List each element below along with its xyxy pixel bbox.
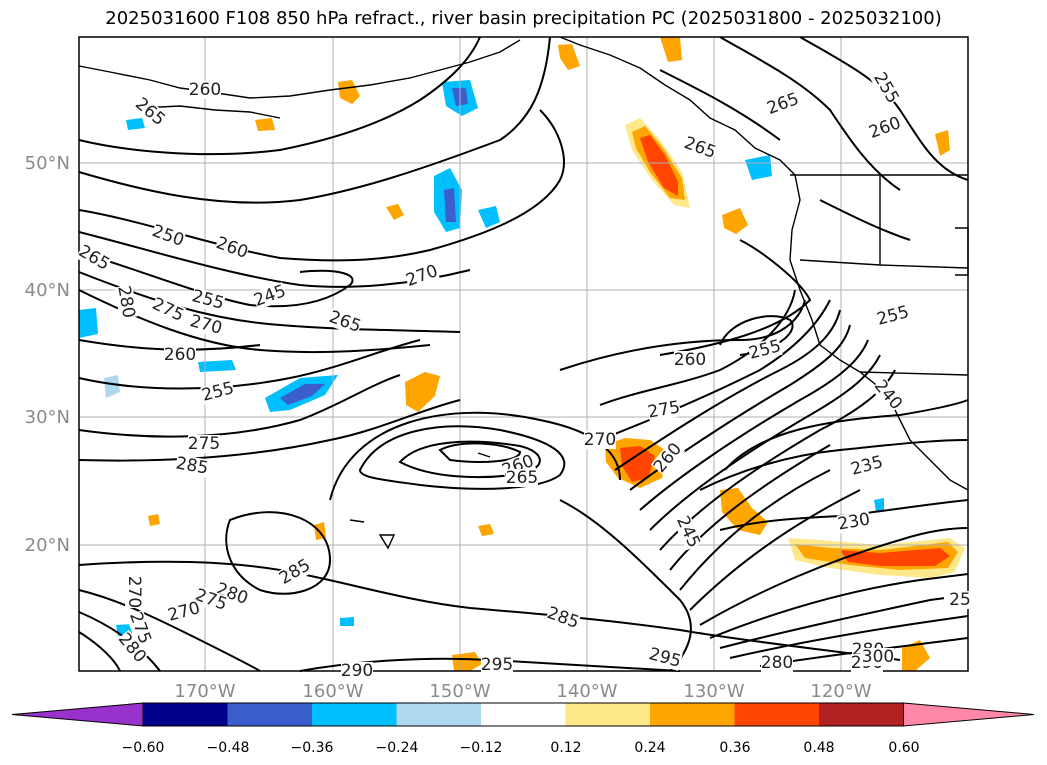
contour-label-background: [870, 376, 906, 414]
contour-label-background: [764, 90, 802, 118]
contour-label-background: [75, 242, 113, 274]
colorbar-segment: [143, 703, 228, 726]
colorbar-tick-label: 0.36: [719, 740, 750, 756]
contour-label: 265: [506, 468, 538, 488]
contour-label: 295: [481, 655, 513, 675]
contour-label-background: [761, 654, 793, 672]
lon-label: 130°W: [683, 681, 744, 702]
contour-label-background: [192, 586, 230, 614]
contour-label-background: [131, 94, 169, 130]
colorbar-tick-label: −0.36: [291, 740, 334, 756]
contour-label: 270: [584, 430, 616, 450]
colorbar-extend-low: [11, 702, 144, 727]
colorbar-segment: [312, 703, 397, 726]
colorbar-segment: [734, 703, 819, 726]
colorbar-extend-high: [903, 702, 1035, 727]
contour-label-background: [126, 609, 154, 647]
contour-label-background: [646, 398, 682, 422]
contour-label-background: [674, 351, 706, 369]
contour-label-background: [200, 379, 236, 405]
colorbar-segment: [819, 703, 904, 726]
contour-label-background: [866, 114, 904, 142]
contour-label: 275: [188, 434, 220, 454]
contour-label-background: [188, 312, 224, 338]
lon-label: 140°W: [556, 681, 617, 702]
map-frame: [78, 36, 969, 672]
contour-label: 25: [949, 590, 971, 610]
contour-label-background: [747, 337, 783, 363]
contour-label-background: [403, 262, 441, 290]
map-background: [79, 37, 968, 671]
contour-label-background: [673, 513, 703, 551]
contour-label-background: [188, 435, 220, 453]
colorbar-tick-label: 0.48: [803, 740, 834, 756]
lat-label: 30°N: [25, 407, 70, 428]
contour-label-background: [213, 234, 251, 262]
colorbar-segment: [396, 703, 481, 726]
colorbar-segment: [650, 703, 735, 726]
contour-label-background: [251, 282, 289, 310]
contour-label-background: [190, 287, 226, 313]
colorbar-tick-label: −0.60: [122, 740, 165, 756]
lat-label: 50°N: [25, 153, 70, 174]
contour-label-background: [174, 454, 210, 478]
colorbar-tick-label: −0.48: [207, 740, 250, 756]
contour-label-background: [862, 648, 894, 666]
colorbar-tick-label: 0.60: [888, 740, 919, 756]
colorbar-ticks: −0.60 −0.48 −0.36 −0.24 −0.12 0.12 0.24 …: [122, 740, 920, 756]
contour-label-background: [584, 431, 616, 449]
latitude-labels: 50°N 40°N 30°N 20°N: [25, 153, 70, 556]
colorbar-segment: [565, 703, 650, 726]
contour-label-background: [506, 469, 538, 487]
contour-label-background: [164, 346, 196, 364]
contour-label-background: [326, 308, 364, 336]
lon-label: 150°W: [429, 681, 490, 702]
colorbar-segment: [227, 703, 312, 726]
colorbar-tick-label: 0.12: [550, 740, 581, 756]
longitude-labels: 170°W 160°W 150°W 140°W 130°W 120°W: [174, 681, 871, 702]
contour-label-background: [114, 629, 150, 667]
contour-label: 260: [189, 80, 221, 100]
contour-label-background: [213, 580, 251, 608]
contour-label: 270: [124, 576, 144, 608]
lon-label: 160°W: [302, 681, 363, 702]
colorbar-tick-label: −0.24: [376, 740, 419, 756]
contour-label-background: [481, 656, 513, 674]
contour-label-background: [276, 556, 314, 588]
contour-label-background: [149, 295, 187, 325]
colorbar-segment: [481, 703, 566, 726]
colorbar-frame: [142, 702, 904, 727]
contour-label-background: [149, 222, 187, 250]
contour-label-background: [544, 604, 582, 632]
contour-label-background: [647, 645, 683, 671]
colorbar-tick-label: −0.12: [460, 740, 503, 756]
contour-label-background: [849, 453, 885, 479]
colorbar-tick-label: 0.24: [634, 740, 665, 756]
contour-label-background: [650, 439, 686, 477]
contour-label-background: [125, 576, 143, 608]
contour-label: 300: [862, 647, 894, 667]
contour-label-background: [189, 81, 221, 99]
map-title: 2025031600 F108 850 hPa refract., river …: [105, 8, 942, 29]
colorbar: [11, 702, 1035, 727]
contour-label-background: [836, 510, 872, 534]
contour-label: 260: [164, 345, 196, 365]
contour-label-background: [875, 303, 911, 329]
contour-label-background: [681, 134, 719, 162]
contour-label-background: [166, 599, 202, 625]
contour-label-background: [870, 69, 902, 107]
lat-label: 20°N: [25, 535, 70, 556]
contour-label: 280: [761, 653, 793, 673]
lon-label: 120°W: [810, 681, 871, 702]
contour-label-background: [114, 284, 138, 320]
lon-label: 170°W: [174, 681, 235, 702]
contour-label-background: [944, 591, 976, 609]
lat-label: 40°N: [25, 280, 70, 301]
contour-label: 260: [674, 350, 706, 370]
contour-label-background: [341, 662, 373, 680]
contour-label: 290: [341, 661, 373, 681]
